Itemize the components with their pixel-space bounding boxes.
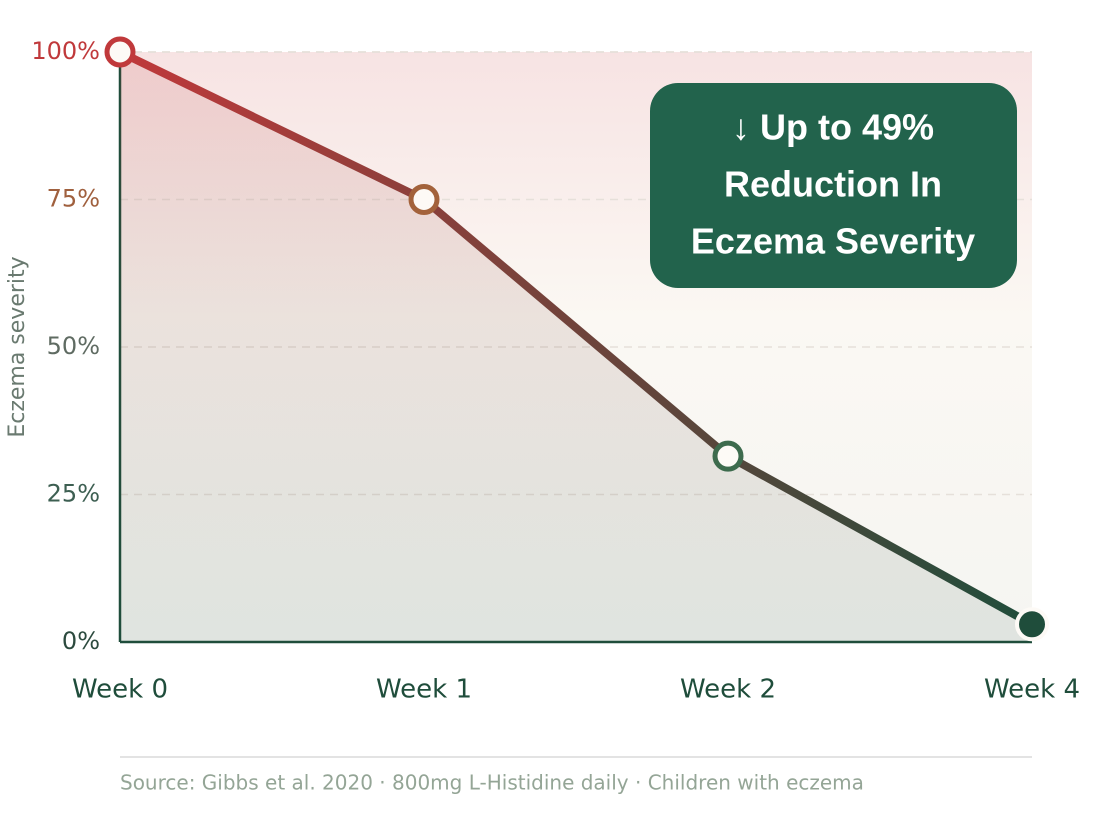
annotation-text: Reduction In xyxy=(724,164,942,205)
y-tick-label: 100% xyxy=(31,37,100,65)
point xyxy=(408,184,440,215)
y-tick-label: 50% xyxy=(47,332,100,360)
point xyxy=(1015,607,1049,642)
x-tick-label: Week 2 xyxy=(680,675,776,705)
y-tick-label: 25% xyxy=(47,480,100,508)
line xyxy=(116,48,1036,629)
x-tick-label: Week 4 xyxy=(984,675,1080,705)
area xyxy=(120,52,1032,642)
point xyxy=(104,36,136,68)
x-tick-label: Week 0 xyxy=(72,675,168,705)
y-axis-label: Eczema severity xyxy=(5,256,30,437)
y-tick-label: 0% xyxy=(62,627,100,655)
annotation-text: Eczema Severity xyxy=(691,221,975,262)
x-tick-label: Week 1 xyxy=(376,675,472,705)
annotation-box xyxy=(650,83,1017,288)
source: Source: Gibbs et al. 2020 · 800mg L-Hist… xyxy=(120,771,864,795)
annotation-text: ↓ Up to 49% xyxy=(732,107,934,148)
point xyxy=(712,440,744,472)
y-tick-label: 75% xyxy=(47,185,100,213)
